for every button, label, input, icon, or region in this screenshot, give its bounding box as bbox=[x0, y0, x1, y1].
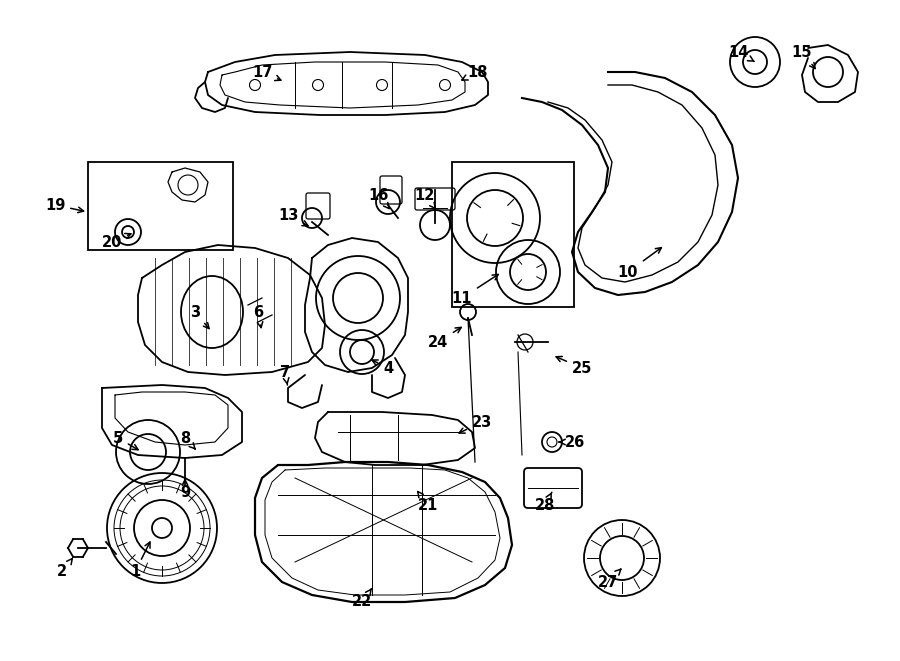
Text: 3: 3 bbox=[190, 305, 209, 329]
Text: 23: 23 bbox=[459, 414, 492, 433]
Text: 16: 16 bbox=[368, 188, 389, 208]
Text: 20: 20 bbox=[102, 233, 130, 249]
Bar bbox=[88, 162, 233, 250]
Text: 10: 10 bbox=[617, 248, 662, 280]
Text: 6: 6 bbox=[253, 305, 263, 328]
Text: 26: 26 bbox=[559, 434, 585, 449]
Text: 17: 17 bbox=[252, 65, 281, 81]
Text: 25: 25 bbox=[556, 356, 592, 375]
Text: 27: 27 bbox=[598, 569, 621, 590]
Text: 8: 8 bbox=[180, 430, 195, 449]
Text: 28: 28 bbox=[535, 492, 555, 512]
Text: 12: 12 bbox=[415, 188, 436, 208]
Text: 5: 5 bbox=[112, 430, 138, 449]
Text: 22: 22 bbox=[352, 589, 372, 609]
Text: 24: 24 bbox=[428, 327, 461, 350]
Text: 21: 21 bbox=[418, 492, 438, 512]
Text: 2: 2 bbox=[57, 559, 72, 580]
Text: 18: 18 bbox=[462, 65, 488, 80]
Text: 11: 11 bbox=[452, 274, 499, 305]
Text: 13: 13 bbox=[278, 208, 308, 226]
Text: 14: 14 bbox=[728, 44, 754, 61]
Bar bbox=[452, 162, 574, 307]
Text: 15: 15 bbox=[792, 44, 815, 69]
Text: 9: 9 bbox=[180, 479, 190, 500]
Text: 7: 7 bbox=[280, 364, 290, 385]
Text: 19: 19 bbox=[45, 198, 84, 213]
Text: 1: 1 bbox=[130, 542, 150, 580]
Text: 4: 4 bbox=[372, 360, 393, 375]
